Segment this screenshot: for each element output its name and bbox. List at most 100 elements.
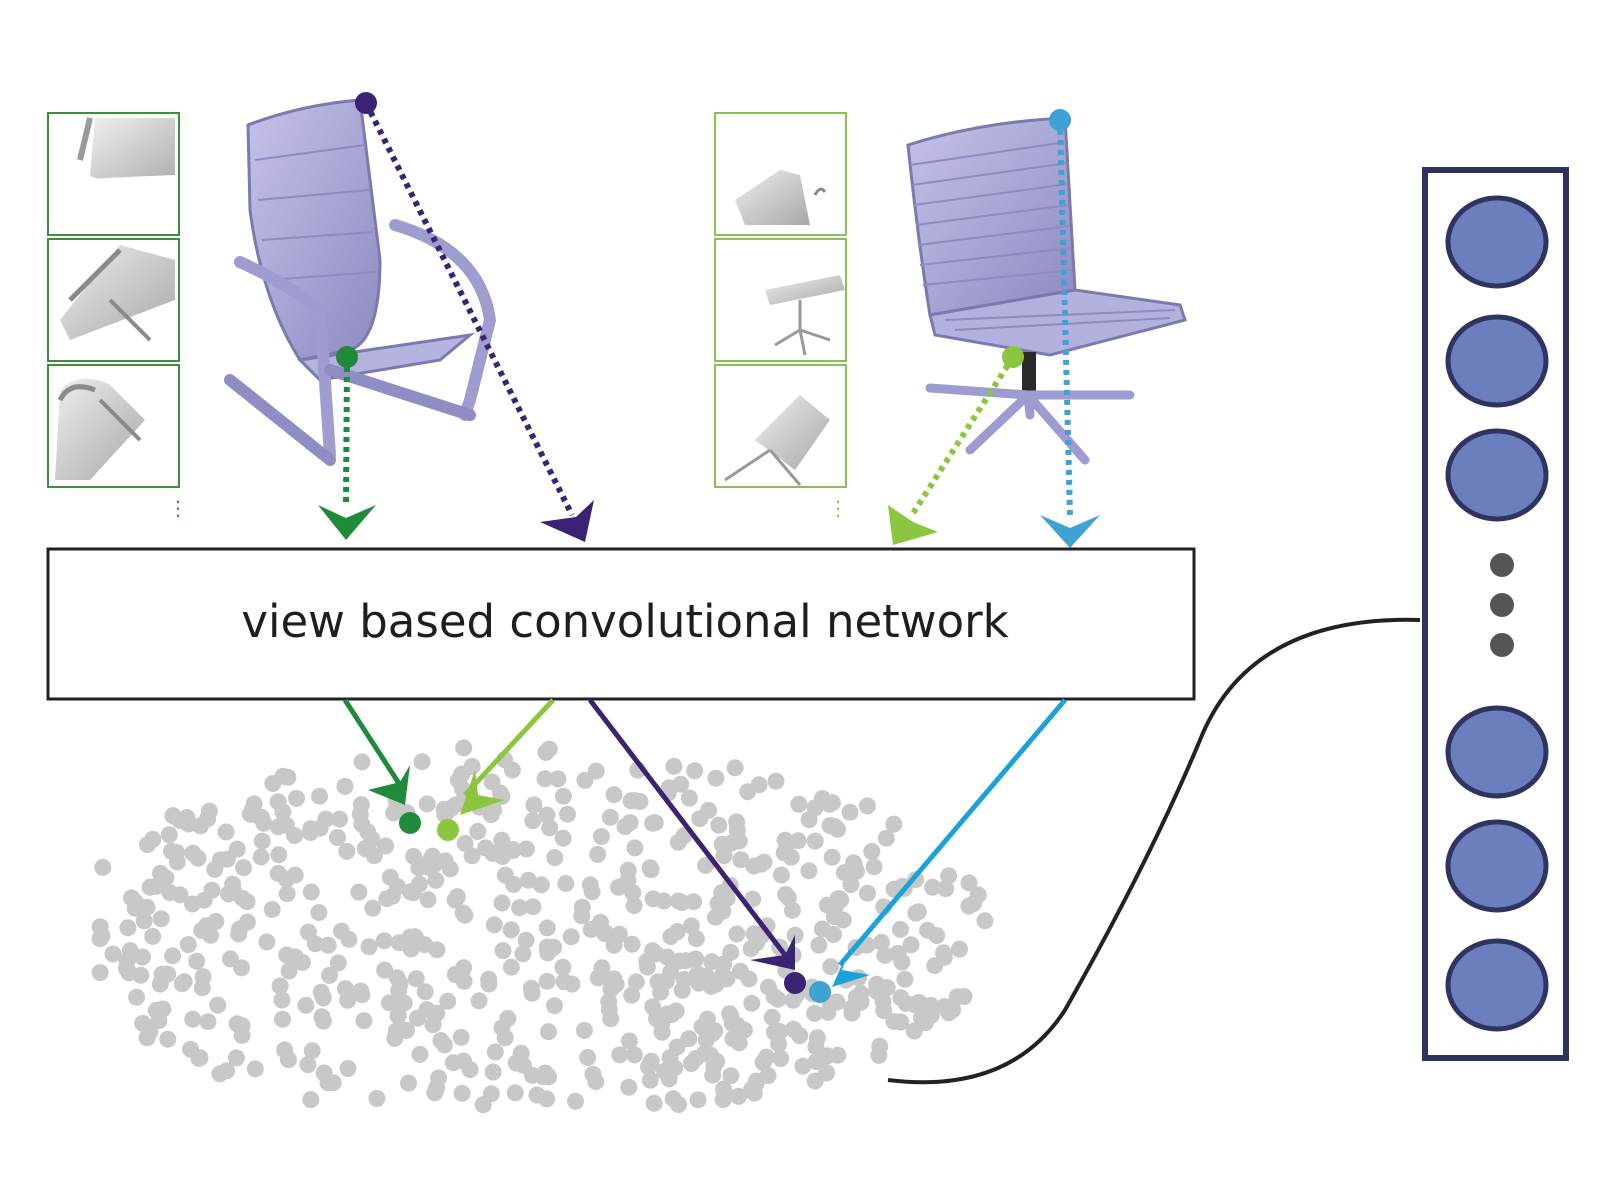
embedding-point [273, 991, 291, 1009]
embedding-point [740, 970, 758, 988]
embedding-point [128, 988, 146, 1006]
embedding-point [482, 806, 500, 824]
embedding-point [184, 1010, 202, 1028]
embedding-point [119, 919, 137, 937]
embedding-point [806, 1004, 824, 1022]
embedding-point [759, 1067, 777, 1085]
embedding-point [819, 1047, 836, 1065]
embedding-point [333, 922, 350, 940]
embedding-point [755, 853, 773, 871]
embedding-point [400, 1074, 417, 1092]
neuron-icon [1445, 314, 1549, 408]
embedding-point [241, 805, 259, 823]
embedding-point [611, 1046, 629, 1064]
embedding-point [976, 912, 994, 930]
embedding-point [376, 961, 394, 979]
view-thumbnail [47, 112, 180, 236]
embedding-point [600, 1001, 618, 1019]
embedding-point [413, 753, 431, 771]
embedding-point [386, 1029, 404, 1047]
embedding-point [493, 894, 511, 912]
embedding-point [800, 862, 818, 880]
embedding-point [255, 814, 273, 832]
embedding-point [528, 1086, 546, 1104]
embedding-point [193, 922, 211, 939]
embedding-point [937, 880, 955, 898]
embedding-point [668, 923, 686, 940]
feature-vector [1422, 167, 1569, 1061]
embedding-point [494, 942, 512, 960]
embedding-point [703, 1025, 721, 1043]
embedding-point [238, 913, 256, 931]
embedding-point [680, 789, 698, 807]
highlighted-embedding-points [399, 812, 831, 1003]
embedding-point [484, 1063, 502, 1081]
embedding-point [641, 1071, 659, 1089]
embedding-point [620, 1078, 638, 1096]
embedding-point [549, 770, 567, 788]
embedding-point [601, 808, 619, 826]
embedding-point [514, 945, 532, 963]
embedding-point [722, 944, 740, 961]
embedding-point [677, 952, 695, 970]
embedding-point [905, 1022, 923, 1040]
embedding-point [583, 883, 601, 901]
embedding-point [336, 777, 354, 795]
embedding-point [446, 891, 464, 909]
embedding-point [104, 945, 122, 963]
embedding-point [593, 959, 611, 977]
embedding-point [499, 1010, 517, 1027]
embedding-point [626, 1046, 643, 1064]
embedding-point [870, 1046, 888, 1064]
embedding-point [199, 810, 217, 828]
embedding-point [493, 831, 511, 849]
embedding-point [835, 864, 853, 882]
embedding-point [714, 902, 732, 920]
embedding-point [286, 866, 304, 884]
embedding-point [584, 1065, 602, 1083]
embedding-point [324, 1074, 342, 1092]
embedding-point [843, 999, 861, 1017]
embedding-point [554, 787, 572, 805]
embedding-point [892, 1013, 910, 1031]
embedding-point [480, 970, 498, 988]
embedding-point [355, 1012, 373, 1030]
embedding-point [270, 846, 288, 864]
embedding-point [302, 883, 320, 901]
embedding-point [411, 1045, 429, 1063]
embedding-point [735, 1021, 753, 1039]
embedding-point [402, 883, 419, 901]
embedding-point [189, 849, 207, 867]
embedding-point [430, 1069, 448, 1087]
embedding-point [841, 803, 859, 821]
embedding-point [730, 1034, 748, 1052]
embedding-point [160, 826, 178, 844]
embedding-point [821, 795, 839, 813]
embedding-point [800, 811, 818, 829]
embedding-point [164, 947, 182, 965]
embedding-point [303, 1042, 321, 1060]
embedding-point [271, 977, 289, 995]
embedding-point [868, 982, 886, 1000]
embedding-point [710, 816, 728, 834]
embedding-point [496, 1029, 514, 1047]
embedding-point [455, 739, 473, 757]
embedding-point [623, 986, 641, 1004]
embedding-point [767, 772, 785, 790]
embedding-point [506, 1084, 524, 1102]
embedding-point [786, 926, 804, 944]
embedding-point [456, 906, 474, 924]
embedding-point [559, 805, 576, 823]
embedding-point [159, 1030, 177, 1048]
embedding-point [620, 1032, 638, 1050]
embedding-point [610, 878, 627, 896]
embedding-point [897, 995, 915, 1012]
embedding-point [657, 972, 675, 990]
embedding-point [517, 840, 535, 858]
embedding-point [407, 970, 425, 988]
output-arrows [342, 698, 1067, 987]
embedding-point [763, 1008, 781, 1026]
embedding-point [469, 823, 487, 840]
embedding-point [885, 815, 903, 833]
